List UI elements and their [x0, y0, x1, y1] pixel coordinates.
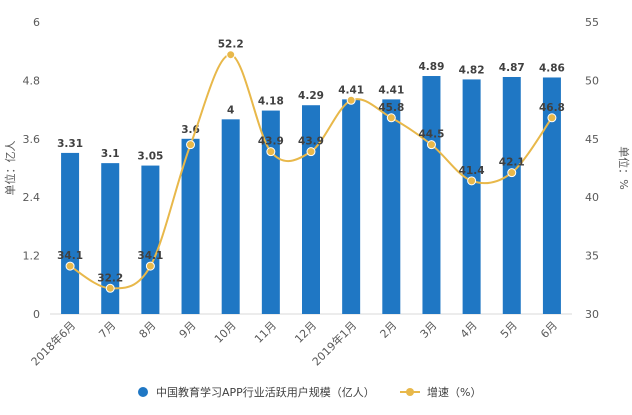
- line-data-label: 43.9: [258, 136, 284, 148]
- y-left-tick-label: 3.6: [23, 133, 41, 146]
- legend-line-label: 增速（%）: [427, 385, 481, 399]
- line-point: [507, 168, 517, 178]
- bar: [342, 99, 361, 314]
- x-tick-label: 7月: [96, 319, 118, 341]
- bar: [261, 110, 280, 314]
- y-right-tick-label: 35: [585, 250, 599, 263]
- line-data-label: 32.2: [97, 272, 123, 284]
- y-right-tick-label: 50: [585, 74, 599, 87]
- line-point: [306, 147, 316, 157]
- y-right-axis-title: 单位：%: [617, 146, 631, 189]
- bar-data-label: 3.1: [101, 148, 120, 160]
- line-point: [186, 140, 196, 150]
- bar: [462, 79, 481, 314]
- line-data-label: 46.8: [539, 102, 565, 114]
- x-tick-label: 3月: [418, 319, 440, 341]
- line-point: [65, 261, 75, 271]
- y-left-axis-title: 单位：亿人: [3, 141, 17, 196]
- legend-line-marker: [406, 388, 414, 396]
- x-tick-label: 2月: [378, 319, 400, 341]
- line-point: [346, 95, 356, 105]
- bar-data-label: 4.86: [539, 62, 565, 74]
- line-data-label: 52.2: [218, 39, 244, 51]
- legend-bar-marker: [138, 387, 148, 397]
- bar: [302, 105, 320, 314]
- line-point: [145, 261, 155, 271]
- bar: [422, 76, 441, 315]
- bar-data-label: 4.82: [459, 64, 485, 76]
- bar-data-label: 3.31: [57, 138, 83, 150]
- line-point: [386, 113, 396, 123]
- bar: [181, 138, 200, 314]
- line-data-label: 41.4: [459, 165, 485, 177]
- bar-data-label: 4: [227, 104, 234, 116]
- bar-data-label: 3.05: [137, 151, 163, 163]
- x-tick-label: 10月: [212, 319, 239, 346]
- y-right-tick-label: 30: [585, 308, 599, 321]
- x-tick-label: 5月: [498, 319, 520, 341]
- x-tick-label: 9月: [177, 319, 199, 341]
- line-data-label: 42.1: [499, 157, 525, 169]
- line-data-label: 34.1: [57, 250, 83, 262]
- bar-data-label: 4.41: [338, 84, 364, 96]
- x-tick-label: 6月: [538, 319, 560, 341]
- line-data-label: 44.5: [419, 129, 445, 141]
- y-right-tick-label: 40: [585, 191, 599, 204]
- line-data-label: 34.1: [137, 250, 163, 262]
- bar: [101, 163, 120, 314]
- x-tick-label: 11月: [252, 319, 279, 346]
- line-point: [467, 176, 477, 186]
- y-left-tick-label: 1.2: [23, 250, 41, 263]
- y-left-tick-label: 6: [33, 16, 40, 29]
- x-tick-label: 12月: [292, 319, 319, 346]
- bar-data-label: 4.87: [499, 62, 525, 74]
- line-data-label: 43.9: [298, 136, 324, 148]
- bar: [382, 99, 401, 314]
- bar: [502, 76, 521, 314]
- y-right-tick-label: 55: [585, 16, 599, 29]
- line-point: [105, 283, 115, 293]
- line-point: [547, 113, 557, 123]
- x-tick-label: 2018年6月: [28, 318, 78, 368]
- bar-data-label: 4.29: [298, 90, 324, 102]
- line-point: [426, 140, 436, 150]
- y-left-tick-label: 4.8: [23, 74, 41, 87]
- bar-data-label: 4.18: [258, 96, 284, 108]
- legend-bar-label: 中国教育学习APP行业活跃用户规模（亿人）: [156, 385, 375, 399]
- y-right-tick-label: 45: [585, 133, 599, 146]
- bar: [542, 77, 561, 314]
- bar: [221, 119, 240, 314]
- bar: [61, 152, 80, 314]
- line-data-label: 45.8: [378, 102, 404, 114]
- line-point: [266, 147, 276, 157]
- x-tick-label: 8月: [137, 319, 159, 341]
- x-tick-label: 4月: [458, 319, 480, 341]
- line-point: [226, 50, 236, 60]
- bar-data-label: 4.89: [419, 61, 445, 73]
- bar: [141, 165, 160, 314]
- y-left-tick-label: 2.4: [23, 191, 41, 204]
- bar-data-label: 4.41: [378, 84, 404, 96]
- y-left-tick-label: 0: [33, 308, 40, 321]
